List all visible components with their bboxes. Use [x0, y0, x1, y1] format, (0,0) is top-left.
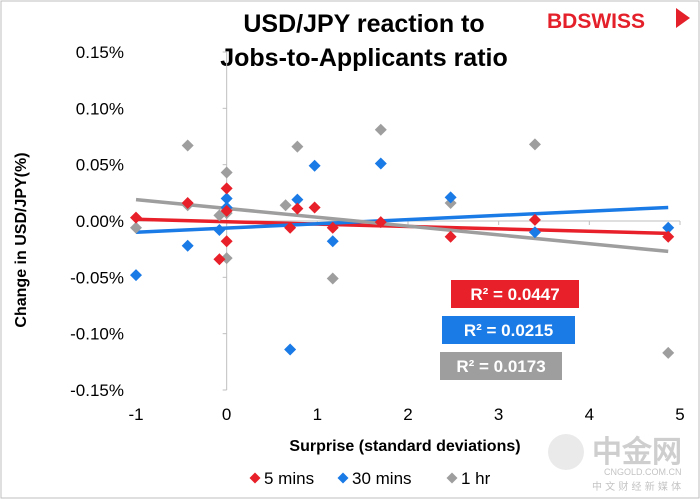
- data-point-1-hr: [528, 138, 541, 151]
- data-point-30-mins: [284, 343, 297, 356]
- data-point-30-mins: [528, 226, 541, 239]
- r2-label-box: [440, 352, 562, 380]
- data-point-30-mins: [444, 191, 457, 204]
- data-point-5-mins: [326, 221, 339, 234]
- data-point-5-mins: [213, 253, 226, 266]
- data-point-1-hr: [130, 221, 142, 234]
- x-tick-label: 3: [494, 405, 503, 424]
- x-tick-label: 5: [675, 405, 684, 424]
- data-point-30-mins: [326, 235, 339, 248]
- chart-title-line-2: Jobs-to-Applicants ratio: [220, 44, 508, 72]
- x-tick-label: 4: [585, 405, 594, 424]
- data-point-5-mins: [181, 196, 194, 209]
- y-tick-label: 0.05%: [76, 156, 124, 175]
- data-point-5-mins: [374, 216, 387, 229]
- data-point-30-mins: [213, 224, 226, 237]
- y-tick-label: -0.05%: [70, 268, 124, 287]
- y-tick-label: -0.10%: [70, 325, 124, 344]
- watermark: 中金网 CNGOLD.COM.CN 中 文 财 经 新 媒 体: [548, 434, 682, 493]
- data-point-30-mins: [220, 192, 233, 205]
- y-tick-label: 0.10%: [76, 99, 124, 118]
- legend-marker: [249, 472, 261, 484]
- legend: 5 mins 30 mins 1 hr: [249, 469, 491, 488]
- data-point-5-mins: [662, 230, 675, 243]
- data-point-5-mins: [220, 182, 233, 195]
- x-tick-label: -1: [128, 405, 143, 424]
- data-point-1-hr: [662, 346, 675, 359]
- data-point-1-hr: [291, 140, 304, 153]
- plot-area: 0.15% 0.10% 0.05% 0.00% -0.05% -0.10% -0.15%-1…: [70, 43, 685, 424]
- data-point-5-mins: [528, 213, 541, 226]
- y-tick-label: -0.15%: [70, 381, 124, 400]
- chart-title-line-1: USD/JPY reaction to: [243, 10, 484, 38]
- legend-marker: [446, 472, 458, 484]
- data-point-30-mins: [181, 239, 194, 252]
- data-point-5-mins: [291, 202, 304, 215]
- x-axis-label: Surprise (standard deviations): [289, 438, 520, 455]
- data-point-1-hr: [374, 123, 387, 136]
- y-tick-label: 0.15%: [76, 43, 124, 62]
- trendline-30-mins: [135, 205, 669, 235]
- data-point-5-mins: [284, 221, 297, 234]
- data-point-5-mins: [444, 230, 457, 243]
- x-tick-label: 2: [403, 405, 412, 424]
- data-point-1-hr: [279, 199, 292, 212]
- x-tick-label: 1: [313, 405, 322, 424]
- brand-logo-text: BDSWISS: [547, 10, 645, 33]
- data-point-1-hr: [220, 166, 233, 179]
- data-point-5-mins: [220, 235, 233, 248]
- data-point-30-mins: [291, 193, 304, 206]
- r2-label-box: [442, 316, 575, 344]
- legend-label: 1 hr: [461, 469, 491, 488]
- watermark-url: CNGOLD.COM.CN: [604, 467, 682, 477]
- brand-logo: BDSWISS: [547, 8, 690, 33]
- data-point-30-mins: [374, 157, 387, 170]
- r2-label: R² = 0.0447: [470, 285, 559, 304]
- data-point-5-mins: [308, 201, 321, 214]
- data-point-30-mins: [308, 159, 321, 172]
- watermark-logo-icon: [548, 434, 584, 470]
- y-tick-label: 0.00%: [76, 212, 124, 231]
- data-point-1-hr: [181, 139, 194, 152]
- y-axis-label: Change in USD/JPY(%): [13, 152, 30, 327]
- r2-label-box: [451, 280, 579, 308]
- watermark-subtitle: 中 文 财 经 新 媒 体: [592, 480, 681, 493]
- legend-label: 30 mins: [352, 469, 412, 488]
- watermark-title: 中金网: [592, 435, 682, 470]
- data-point-5-mins: [130, 211, 142, 224]
- r2-label: R² = 0.0173: [456, 357, 545, 376]
- x-tick-label: 0: [222, 405, 231, 424]
- legend-label: 5 mins: [264, 469, 314, 488]
- data-point-5-mins: [220, 204, 233, 217]
- legend-marker: [337, 472, 349, 484]
- brand-logo-arrow-icon: [676, 8, 690, 28]
- data-point-30-mins: [662, 221, 675, 234]
- data-point-1-hr: [220, 252, 233, 265]
- data-point-1-hr: [326, 272, 339, 285]
- r2-label: R² = 0.0215: [464, 321, 553, 340]
- data-point-30-mins: [130, 269, 142, 282]
